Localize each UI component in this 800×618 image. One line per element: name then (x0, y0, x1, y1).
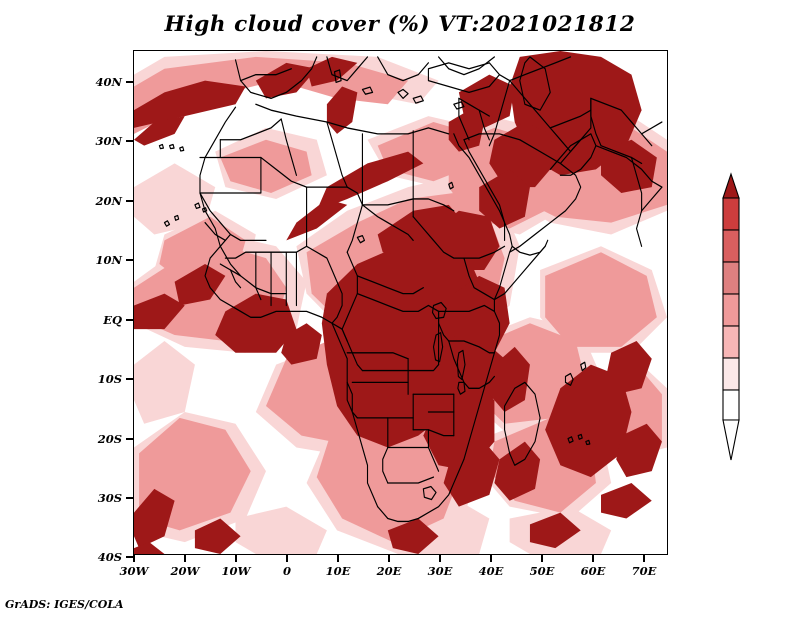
y-axis-label-30s: 30S (97, 491, 122, 505)
y-axis-label-10n: 10N (95, 253, 122, 267)
x-tick (490, 555, 492, 562)
coastlines-and-borders (158, 56, 663, 523)
colorbar[interactable]: 97.5 95 92.5 90 87.5 70 50 (718, 172, 744, 462)
x-axis-label-70e: 70E (631, 564, 657, 578)
y-tick (126, 497, 133, 499)
colorbar-band-70-87.5 (722, 325, 740, 359)
map-canvas (134, 51, 667, 554)
x-axis-label-20w: 20W (170, 564, 200, 578)
y-tick (126, 438, 133, 440)
x-axis-label-30w: 30W (119, 564, 149, 578)
y-tick (126, 556, 133, 558)
x-tick (541, 555, 543, 562)
y-tick (126, 81, 133, 83)
y-tick (126, 378, 133, 380)
colorbar-band-95-97.5 (722, 197, 740, 231)
x-axis-label-40e: 40E (478, 564, 504, 578)
cloud-band-deep (134, 51, 662, 554)
x-axis-label-60e: 60E (580, 564, 606, 578)
x-tick (184, 555, 186, 562)
x-axis-label-20e: 20E (376, 564, 402, 578)
map-plot-area[interactable] (133, 50, 668, 555)
x-tick (235, 555, 237, 562)
x-tick (439, 555, 441, 562)
y-tick (126, 259, 133, 261)
x-tick (286, 555, 288, 562)
footer-credit: GrADS: IGES/COLA (5, 598, 124, 611)
colorbar-swatches (722, 172, 740, 461)
x-tick (133, 555, 135, 562)
y-tick (126, 200, 133, 202)
y-axis-label-10s: 10S (97, 372, 122, 386)
y-tick (126, 140, 133, 142)
y-axis-label-40n: 40N (95, 75, 122, 89)
colorbar-cap-top (722, 172, 740, 199)
colorbar-band-below-50 (722, 389, 740, 421)
colorbar-band-87.5-90 (722, 293, 740, 327)
x-axis-label-30e: 30E (427, 564, 453, 578)
y-tick (126, 319, 133, 321)
colorbar-band-92.5-95 (722, 229, 740, 263)
x-axis-label-50e: 50E (529, 564, 555, 578)
y-axis-label-30n: 30N (95, 134, 122, 148)
y-axis-label-40s: 40S (97, 550, 122, 564)
x-axis-label-10w: 10W (221, 564, 251, 578)
y-axis-label-eq: EQ (103, 313, 122, 327)
x-tick (592, 555, 594, 562)
colorbar-band-90-92.5 (722, 261, 740, 295)
x-axis-label-0: 0 (282, 564, 292, 578)
x-axis-label-10e: 10E (325, 564, 351, 578)
colorbar-band-50-70 (722, 357, 740, 391)
x-tick (643, 555, 645, 562)
x-tick (337, 555, 339, 562)
y-axis-label-20s: 20S (97, 432, 122, 446)
x-tick (388, 555, 390, 562)
colorbar-cap-bottom (722, 419, 740, 461)
y-axis-label-20n: 20N (95, 194, 122, 208)
page-title: High cloud cover (%) VT:2021021812 (164, 12, 636, 37)
